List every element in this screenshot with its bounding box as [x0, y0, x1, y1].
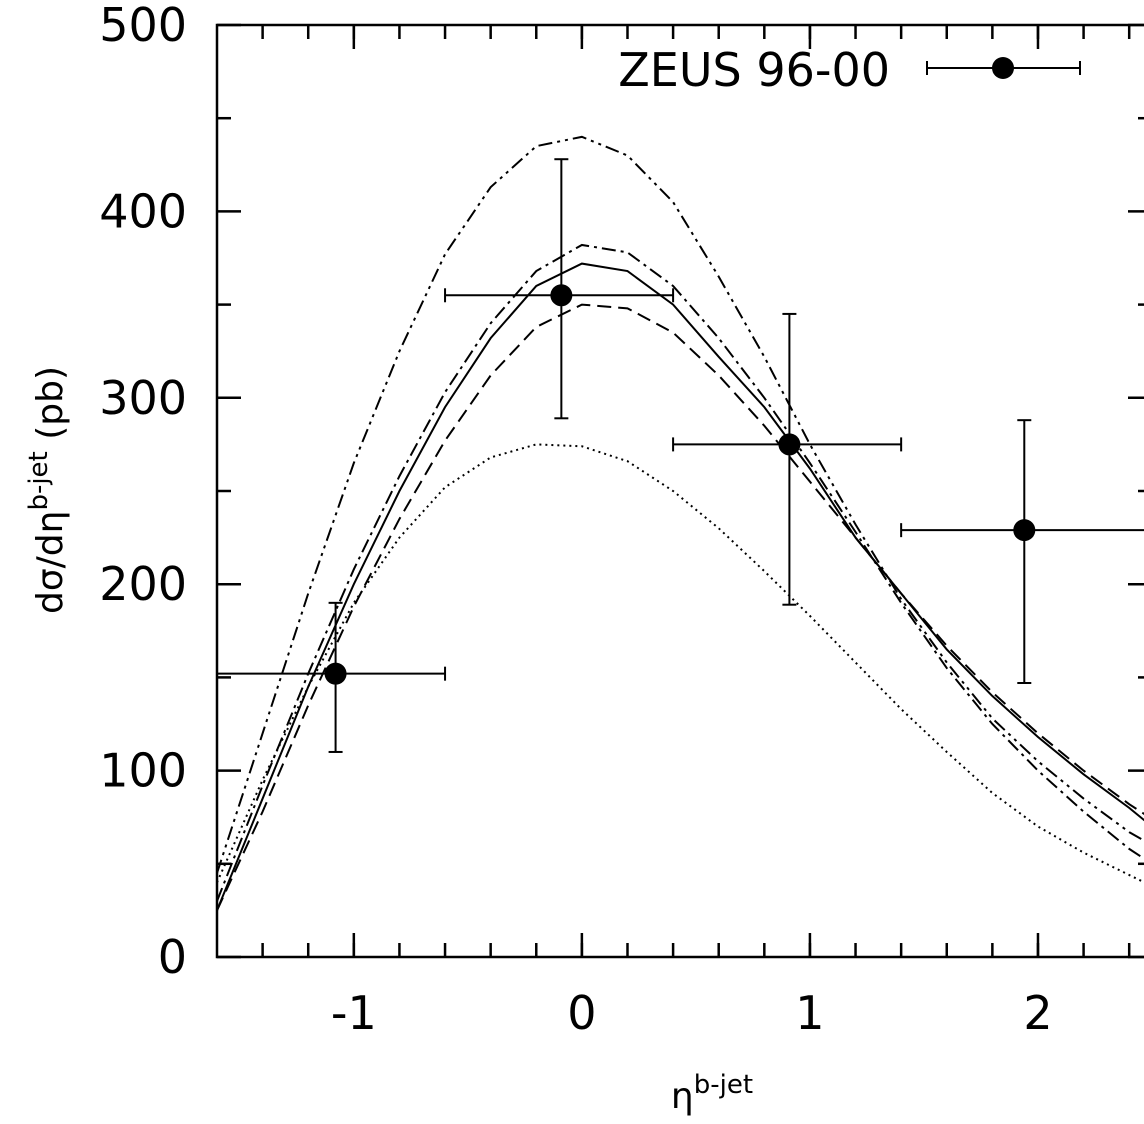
- ylabel-part: (pb): [30, 366, 71, 451]
- legend-label: ZEUS 96-00: [618, 43, 890, 97]
- x-tick-label: 1: [795, 986, 824, 1040]
- x-axis-label: ηb-jet: [671, 1070, 753, 1117]
- x-tick-label: -1: [331, 986, 377, 1040]
- theory-curve: [217, 443, 1144, 884]
- data-point: [550, 284, 573, 307]
- theory-curve: [217, 303, 1144, 911]
- y-tick-label: 0: [158, 930, 187, 984]
- theory-curve: [217, 135, 1144, 874]
- ylabel-part: dσ/dη: [30, 511, 71, 614]
- y-axis-label: dσ/dηb-jet (pb): [24, 366, 71, 614]
- y-tick-label: 400: [99, 184, 187, 238]
- xlabel-part: η: [671, 1076, 694, 1117]
- legend-symbol: [992, 57, 1014, 79]
- y-tick-label: 500: [99, 0, 187, 52]
- plot-area: [217, 135, 1144, 911]
- plot-frame: [215, 23, 1144, 959]
- data-point: [1013, 519, 1036, 542]
- data-point: [324, 662, 347, 685]
- data-point: [778, 433, 801, 456]
- x-tick-label: 2: [1023, 986, 1052, 1040]
- xlabel-part: b-jet: [694, 1070, 753, 1100]
- theory-curve: [217, 243, 1144, 902]
- y-tick-label: 200: [99, 557, 187, 611]
- ylabel-part: b-jet: [24, 451, 54, 510]
- y-tick-label: 100: [99, 744, 187, 798]
- y-tick-label: 300: [99, 371, 187, 425]
- theory-curve: [217, 262, 1144, 911]
- x-tick-label: 0: [567, 986, 596, 1040]
